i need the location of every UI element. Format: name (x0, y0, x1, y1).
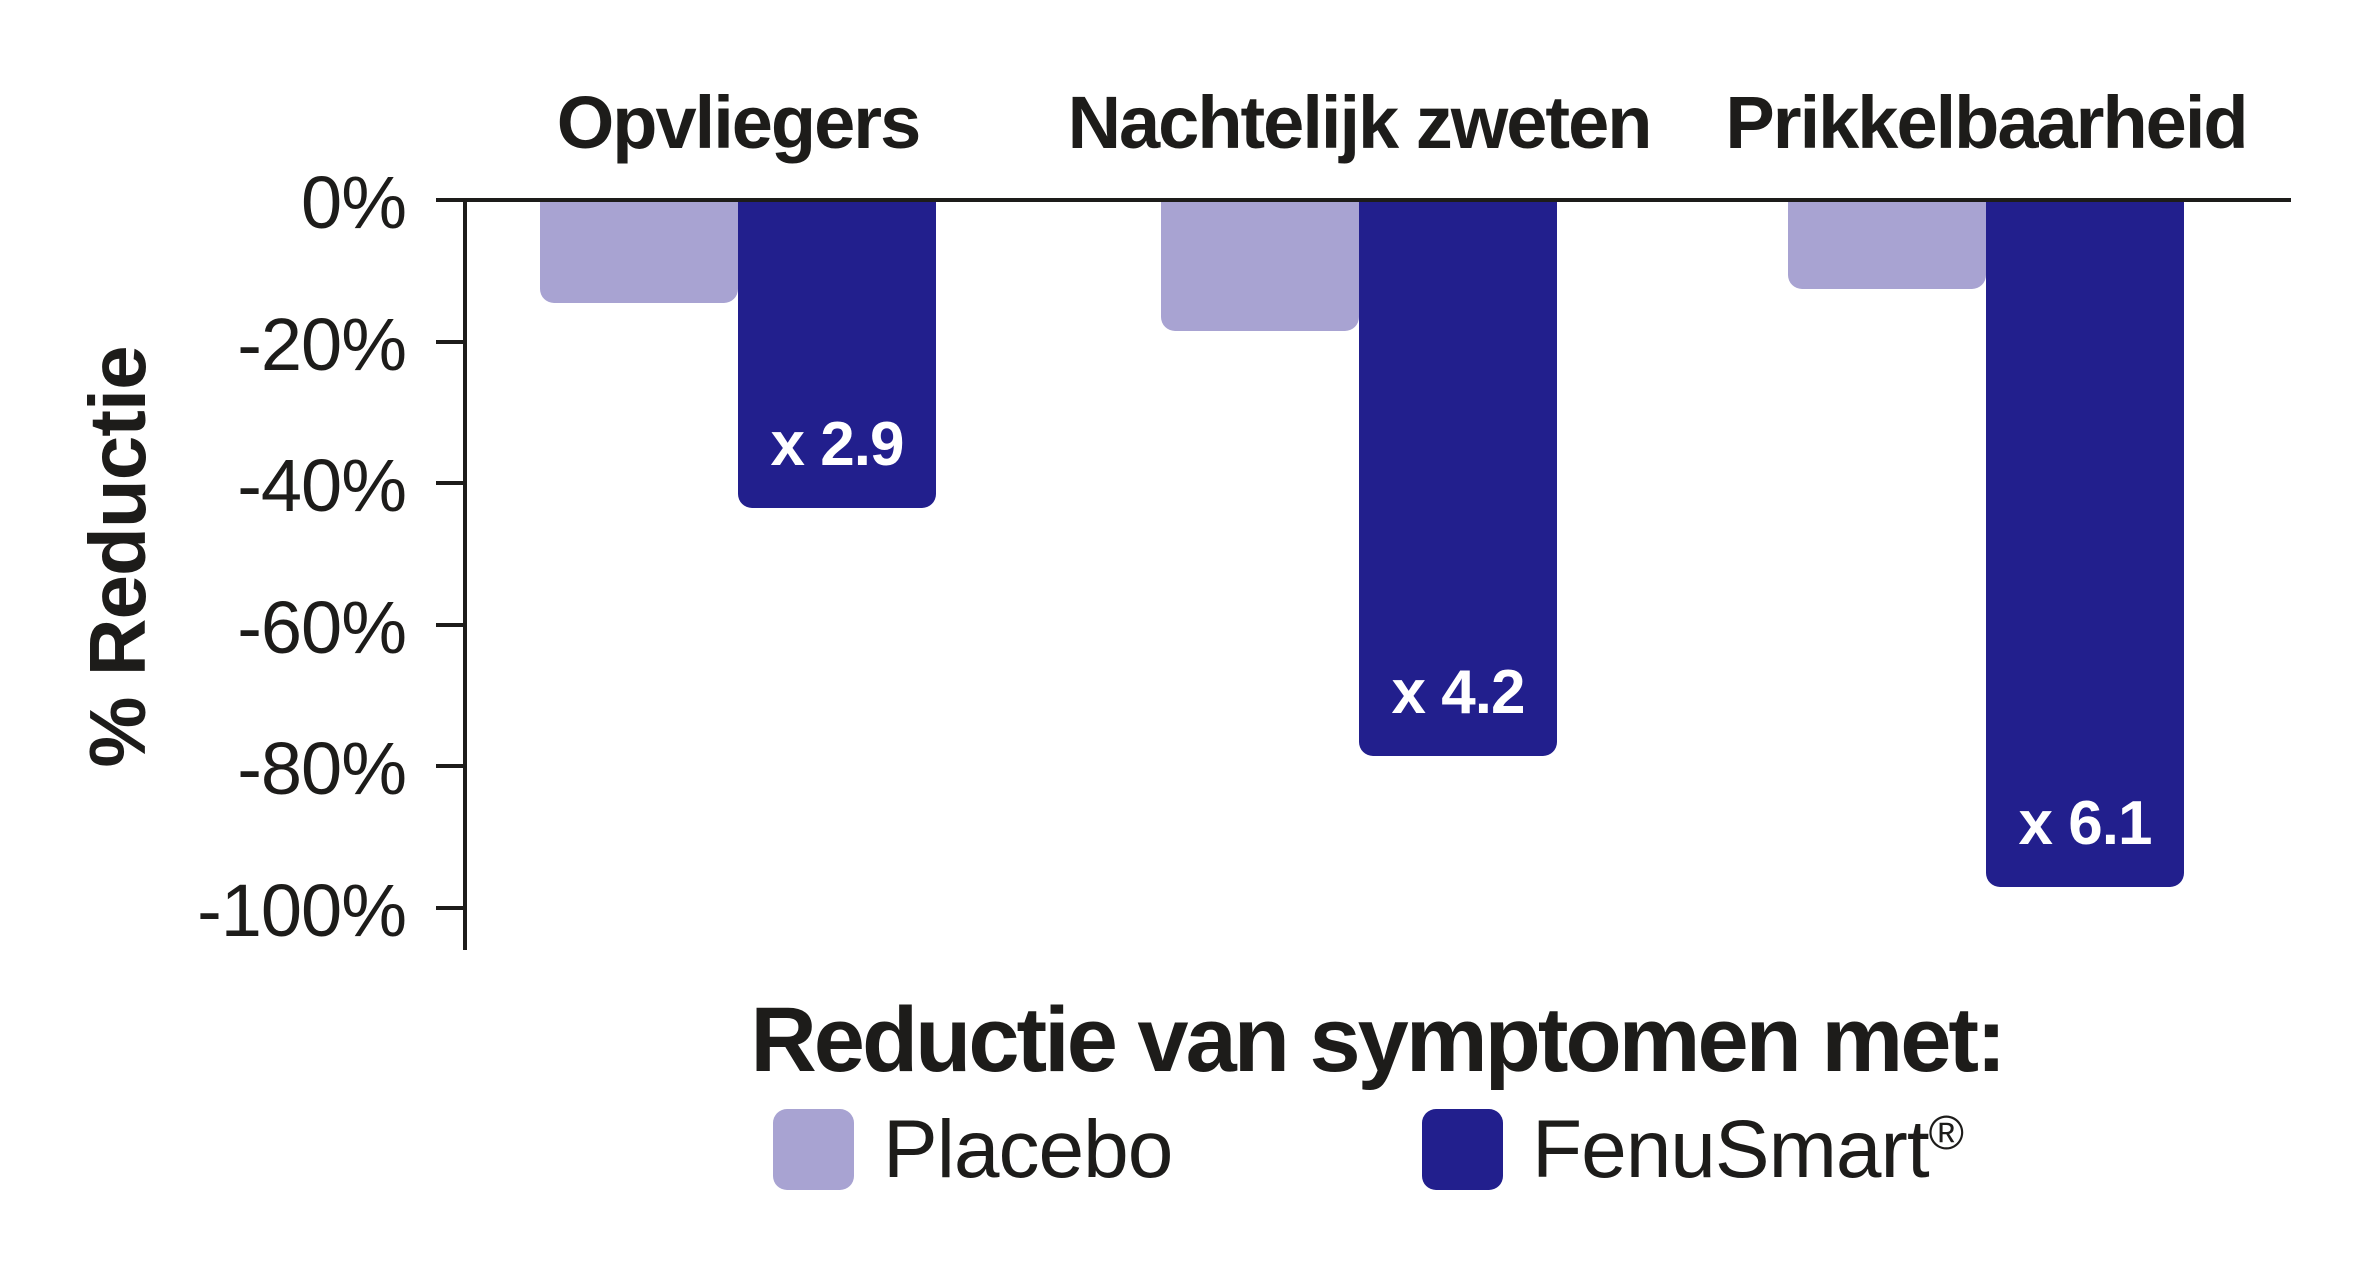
y-tick-mark (436, 764, 465, 769)
bar-placebo-prikkelbaarheid (1788, 200, 1986, 289)
category-label-nachtelijk-zweten: Nachtelijk zweten (1067, 81, 1653, 164)
bar-fenusmart-opvliegers: x 2.9 (738, 200, 936, 508)
legend-item-fenusmart: FenuSmart® (1422, 1104, 1964, 1195)
legend-swatch-fenusmart (1422, 1109, 1503, 1190)
registered-mark: ® (1928, 1107, 1964, 1160)
legend-item-placebo: Placebo (773, 1104, 1173, 1195)
y-tick-label: -80% (237, 727, 407, 811)
y-tick-label: -40% (237, 444, 407, 528)
y-tick-mark (436, 481, 465, 486)
y-tick-label: -100% (197, 869, 407, 952)
bar-placebo-nachtelijk-zweten (1161, 200, 1359, 331)
y-axis-title: % Reductie (73, 346, 162, 768)
bar-fenusmart-nachtelijk-zweten: x 4.2 (1359, 200, 1557, 756)
legend-label: Placebo (883, 1104, 1173, 1195)
category-label-opvliegers: Opvliegers (556, 81, 922, 164)
bar-multiplier-label: x 6.1 (2018, 789, 2153, 858)
bar-placebo-opvliegers (540, 200, 738, 303)
bar-fenusmart-prikkelbaarheid: x 6.1 (1986, 200, 2184, 887)
category-label-prikkelbaarheid: Prikkelbaarheid (1725, 81, 2248, 164)
y-tick-label: -20% (237, 302, 407, 386)
legend-label: FenuSmart® (1532, 1104, 1964, 1195)
y-tick-label: -60% (237, 585, 407, 669)
y-tick-mark (436, 339, 465, 344)
bar-multiplier-label: x 4.2 (1391, 658, 1526, 727)
x-axis-line (436, 198, 2291, 202)
y-tick-mark (436, 906, 465, 910)
y-axis-line (463, 198, 467, 950)
legend-title: Reductie van symptomen met: (750, 989, 2006, 1091)
bar-multiplier-label: x 2.9 (770, 410, 905, 479)
y-tick-label: 0% (301, 161, 407, 244)
legend-swatch-placebo (773, 1109, 854, 1190)
y-tick-mark (436, 622, 465, 627)
